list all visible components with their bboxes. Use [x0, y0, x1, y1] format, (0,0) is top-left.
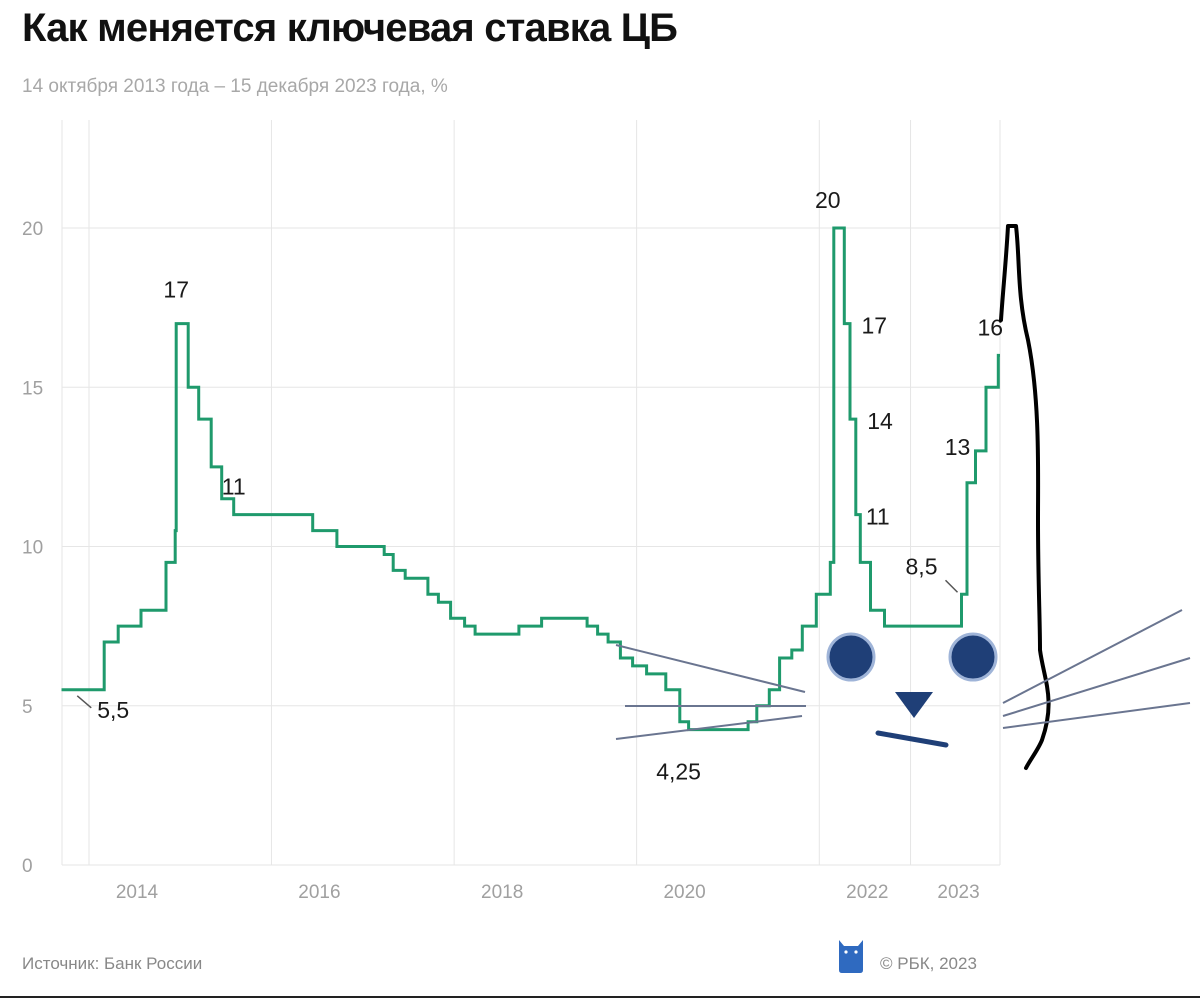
bottom-divider: [0, 996, 1200, 998]
y-tick-label: 5: [22, 697, 33, 718]
data-label: 11: [222, 474, 246, 500]
cat-mouth: [875, 730, 949, 748]
x-tick-label: 2020: [663, 882, 705, 903]
right-whiskers: [1002, 609, 1191, 729]
label-leader-line: [944, 579, 959, 593]
left-whiskers: [615, 644, 806, 740]
key-rate-line: [61, 226, 1000, 732]
chart-axes: 0 5 10 15 20 2014 2016 2018 2020 2022 2023: [22, 219, 980, 903]
y-tick-label: 10: [22, 538, 43, 559]
y-tick-label: 15: [22, 378, 43, 399]
x-tick-label: 2023: [937, 882, 979, 903]
x-tick-label: 2022: [846, 882, 888, 903]
data-label: 17: [861, 313, 887, 339]
chart-title: Как меняется ключевая ставка ЦБ: [22, 6, 678, 50]
rbk-cat-logo-icon: [839, 940, 863, 973]
chart-series: [61, 226, 1000, 732]
data-label: 11: [866, 504, 890, 530]
chart-data-labels: 5,5 17 11 4,25 20 17 14 11 8,5 13 16: [76, 187, 1003, 785]
y-tick-label: 20: [22, 219, 43, 240]
chart-subtitle: 14 октября 2013 года – 15 декабря 2023 г…: [22, 76, 448, 97]
x-tick-label: 2014: [116, 882, 159, 903]
data-label: 20: [815, 187, 841, 213]
x-tick-label: 2018: [481, 882, 523, 903]
data-label: 4,25: [656, 759, 701, 785]
y-tick-label: 0: [22, 856, 33, 877]
data-label: 8,5: [906, 553, 938, 579]
left-eye: [826, 632, 876, 682]
copyright-note: © РБК, 2023: [880, 954, 977, 973]
source-note: Источник: Банк России: [22, 954, 203, 973]
cat-nose: [895, 692, 933, 718]
label-leader-line: [76, 695, 92, 709]
right-eye: [948, 632, 998, 682]
cat-outline-stroke: [999, 224, 1051, 770]
cat-face-doodle: [615, 224, 1191, 770]
chart-grid: [61, 120, 1001, 866]
data-label: 13: [945, 434, 971, 460]
data-label: 14: [867, 408, 893, 434]
data-label: 17: [163, 277, 189, 303]
x-tick-label: 2016: [298, 882, 340, 903]
data-label: 16: [977, 314, 1003, 340]
data-label: 5,5: [97, 697, 129, 723]
